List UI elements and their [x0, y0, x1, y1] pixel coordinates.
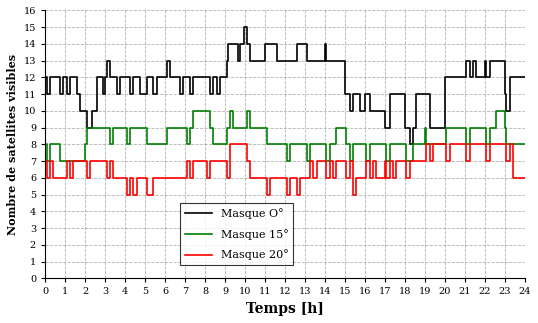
Masque 15°	[482, 126, 488, 130]
Masque O°	[521, 76, 528, 79]
Masque 20°	[42, 159, 48, 163]
Masque 15°	[44, 159, 50, 163]
Masque 20°	[282, 176, 288, 180]
Masque 20°	[327, 176, 333, 180]
Masque 15°	[183, 126, 190, 130]
Masque O°	[482, 76, 488, 79]
Masque O°	[307, 59, 313, 63]
Masque O°	[42, 76, 48, 79]
Masque 20°	[521, 176, 528, 180]
Masque 20°	[323, 176, 330, 180]
Masque 20°	[114, 176, 120, 180]
Masque 20°	[226, 142, 233, 146]
Masque 15°	[226, 126, 233, 130]
Masque 15°	[521, 142, 528, 146]
Masque 15°	[190, 109, 196, 113]
Line: Masque 15°: Masque 15°	[45, 111, 525, 161]
Legend: Masque O°, Masque 15°, Masque 20°: Masque O°, Masque 15°, Masque 20°	[180, 203, 293, 265]
Masque 15°	[42, 142, 48, 146]
Masque 15°	[247, 126, 253, 130]
Masque 20°	[123, 193, 130, 197]
Line: Masque 20°: Masque 20°	[45, 144, 525, 195]
Masque O°	[407, 142, 413, 146]
Masque 20°	[167, 176, 173, 180]
Masque O°	[383, 126, 390, 130]
Masque O°	[241, 25, 247, 29]
Y-axis label: Nombre de satellites visibles: Nombre de satellites visibles	[7, 54, 18, 235]
X-axis label: Temps [h]: Temps [h]	[246, 302, 324, 316]
Masque 15°	[57, 142, 63, 146]
Masque 20°	[466, 142, 473, 146]
Masque O°	[483, 76, 490, 79]
Masque 15°	[373, 142, 380, 146]
Line: Masque O°: Masque O°	[45, 27, 525, 144]
Masque O°	[235, 59, 242, 63]
Masque O°	[222, 76, 228, 79]
